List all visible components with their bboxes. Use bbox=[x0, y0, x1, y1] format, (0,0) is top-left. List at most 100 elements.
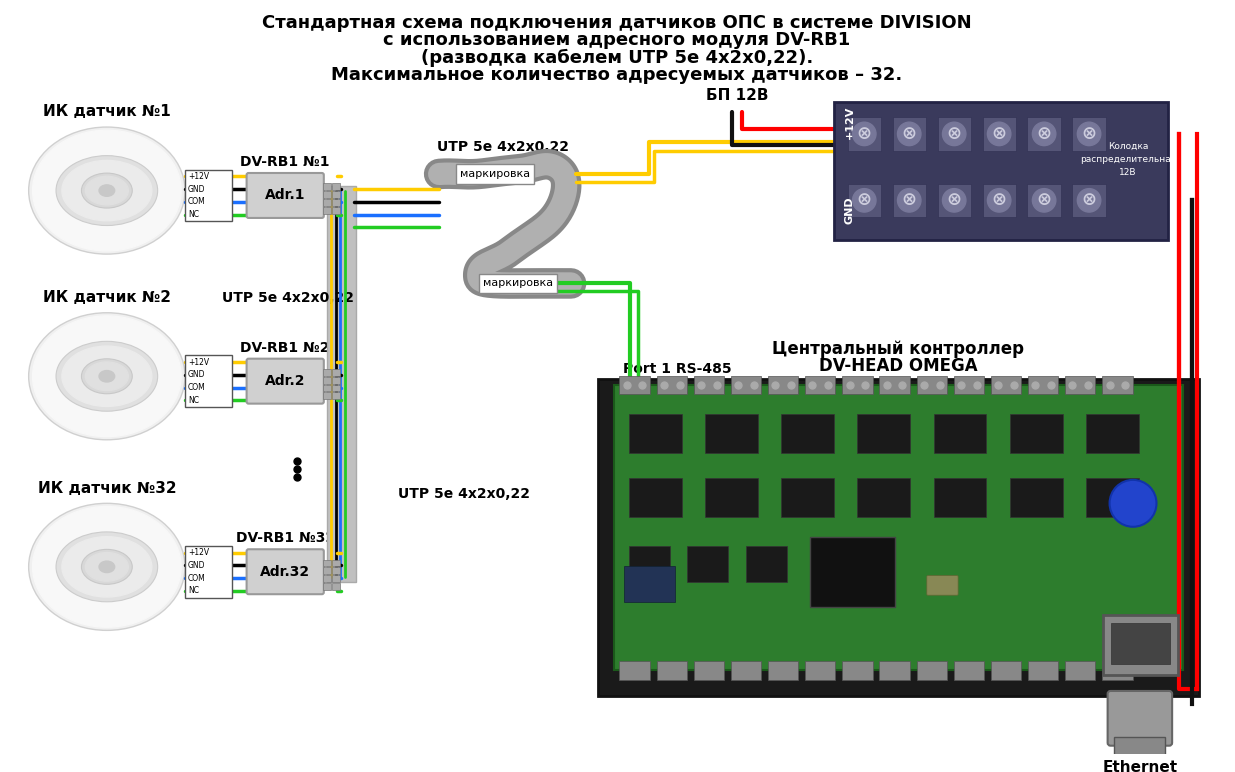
Text: ⊗: ⊗ bbox=[992, 191, 1007, 209]
Text: ⊗: ⊗ bbox=[1036, 125, 1052, 143]
FancyBboxPatch shape bbox=[184, 355, 232, 407]
Circle shape bbox=[942, 122, 966, 146]
FancyBboxPatch shape bbox=[657, 376, 687, 394]
FancyBboxPatch shape bbox=[332, 575, 340, 582]
FancyBboxPatch shape bbox=[629, 415, 682, 453]
FancyBboxPatch shape bbox=[324, 377, 331, 384]
Text: 12В: 12В bbox=[1119, 168, 1137, 177]
Ellipse shape bbox=[99, 561, 115, 573]
FancyBboxPatch shape bbox=[983, 184, 1015, 217]
Text: Стандартная схема подключения датчиков ОПС в системе DIVISION: Стандартная схема подключения датчиков О… bbox=[262, 14, 972, 32]
FancyBboxPatch shape bbox=[327, 186, 356, 581]
FancyBboxPatch shape bbox=[1010, 415, 1062, 453]
FancyBboxPatch shape bbox=[657, 661, 687, 679]
Circle shape bbox=[1077, 188, 1100, 212]
Text: ИК датчик №32: ИК датчик №32 bbox=[37, 480, 177, 496]
FancyBboxPatch shape bbox=[324, 575, 331, 582]
FancyBboxPatch shape bbox=[324, 207, 331, 214]
FancyBboxPatch shape bbox=[332, 377, 340, 384]
Text: (разводка кабелем UTP 5e 4х2х0,22).: (разводка кабелем UTP 5e 4х2х0,22). bbox=[421, 49, 813, 67]
FancyBboxPatch shape bbox=[842, 661, 873, 679]
FancyBboxPatch shape bbox=[324, 369, 331, 376]
Text: +12V: +12V bbox=[188, 357, 209, 367]
FancyBboxPatch shape bbox=[1110, 622, 1171, 664]
FancyBboxPatch shape bbox=[332, 567, 340, 574]
FancyBboxPatch shape bbox=[332, 392, 340, 399]
Ellipse shape bbox=[56, 156, 158, 225]
Ellipse shape bbox=[85, 362, 128, 391]
Circle shape bbox=[852, 122, 876, 146]
Text: ИК датчик №2: ИК датчик №2 bbox=[43, 290, 170, 305]
FancyBboxPatch shape bbox=[990, 661, 1021, 679]
FancyBboxPatch shape bbox=[247, 549, 324, 594]
Circle shape bbox=[1032, 122, 1056, 146]
FancyBboxPatch shape bbox=[620, 661, 650, 679]
FancyBboxPatch shape bbox=[847, 117, 881, 151]
FancyBboxPatch shape bbox=[705, 415, 758, 453]
Text: +12V: +12V bbox=[188, 548, 209, 557]
FancyBboxPatch shape bbox=[1028, 661, 1058, 679]
FancyBboxPatch shape bbox=[916, 661, 947, 679]
Circle shape bbox=[1109, 480, 1156, 527]
FancyBboxPatch shape bbox=[1103, 661, 1132, 679]
FancyBboxPatch shape bbox=[332, 199, 340, 205]
FancyBboxPatch shape bbox=[1028, 184, 1061, 217]
Text: NC: NC bbox=[188, 210, 199, 219]
FancyBboxPatch shape bbox=[842, 376, 873, 394]
FancyBboxPatch shape bbox=[1103, 615, 1178, 676]
Ellipse shape bbox=[99, 371, 115, 382]
Ellipse shape bbox=[28, 127, 185, 254]
FancyBboxPatch shape bbox=[1086, 478, 1139, 517]
Text: Port 1 RS-485: Port 1 RS-485 bbox=[622, 362, 731, 377]
FancyBboxPatch shape bbox=[324, 560, 331, 567]
FancyBboxPatch shape bbox=[934, 415, 987, 453]
Text: маркировка: маркировка bbox=[459, 169, 530, 179]
Circle shape bbox=[988, 122, 1011, 146]
Ellipse shape bbox=[62, 161, 152, 221]
FancyBboxPatch shape bbox=[834, 102, 1168, 240]
FancyBboxPatch shape bbox=[332, 369, 340, 376]
Text: ⊗: ⊗ bbox=[946, 191, 962, 209]
FancyBboxPatch shape bbox=[879, 661, 910, 679]
FancyBboxPatch shape bbox=[893, 117, 926, 151]
FancyBboxPatch shape bbox=[1065, 661, 1095, 679]
Text: GND: GND bbox=[845, 196, 855, 224]
FancyBboxPatch shape bbox=[953, 661, 984, 679]
FancyBboxPatch shape bbox=[805, 376, 835, 394]
Text: ⊗: ⊗ bbox=[902, 191, 916, 209]
FancyBboxPatch shape bbox=[937, 184, 971, 217]
FancyBboxPatch shape bbox=[456, 164, 534, 184]
FancyBboxPatch shape bbox=[324, 199, 331, 205]
Text: Adr.2: Adr.2 bbox=[266, 374, 305, 388]
Text: DV-RB1 №2: DV-RB1 №2 bbox=[241, 340, 330, 355]
Ellipse shape bbox=[82, 550, 132, 584]
Text: ⊗: ⊗ bbox=[902, 125, 916, 143]
FancyBboxPatch shape bbox=[1010, 478, 1062, 517]
FancyBboxPatch shape bbox=[614, 385, 1183, 670]
FancyBboxPatch shape bbox=[847, 184, 881, 217]
FancyBboxPatch shape bbox=[953, 376, 984, 394]
Text: ⊗: ⊗ bbox=[857, 191, 872, 209]
Text: с использованием адресного модуля DV-RB1: с использованием адресного модуля DV-RB1 bbox=[383, 32, 851, 49]
FancyBboxPatch shape bbox=[1108, 691, 1172, 746]
FancyBboxPatch shape bbox=[694, 661, 724, 679]
Ellipse shape bbox=[28, 313, 185, 440]
FancyBboxPatch shape bbox=[893, 184, 926, 217]
Ellipse shape bbox=[32, 130, 182, 251]
FancyBboxPatch shape bbox=[184, 546, 232, 598]
FancyBboxPatch shape bbox=[731, 376, 761, 394]
FancyBboxPatch shape bbox=[937, 117, 971, 151]
Circle shape bbox=[898, 122, 921, 146]
FancyBboxPatch shape bbox=[629, 478, 682, 517]
FancyBboxPatch shape bbox=[746, 547, 787, 583]
FancyBboxPatch shape bbox=[1065, 376, 1095, 394]
FancyBboxPatch shape bbox=[916, 376, 947, 394]
FancyBboxPatch shape bbox=[782, 415, 834, 453]
FancyBboxPatch shape bbox=[934, 478, 987, 517]
FancyBboxPatch shape bbox=[184, 170, 232, 222]
Text: Adr.32: Adr.32 bbox=[261, 565, 310, 579]
FancyBboxPatch shape bbox=[857, 478, 910, 517]
FancyBboxPatch shape bbox=[332, 207, 340, 214]
FancyBboxPatch shape bbox=[694, 376, 724, 394]
FancyBboxPatch shape bbox=[1072, 117, 1105, 151]
